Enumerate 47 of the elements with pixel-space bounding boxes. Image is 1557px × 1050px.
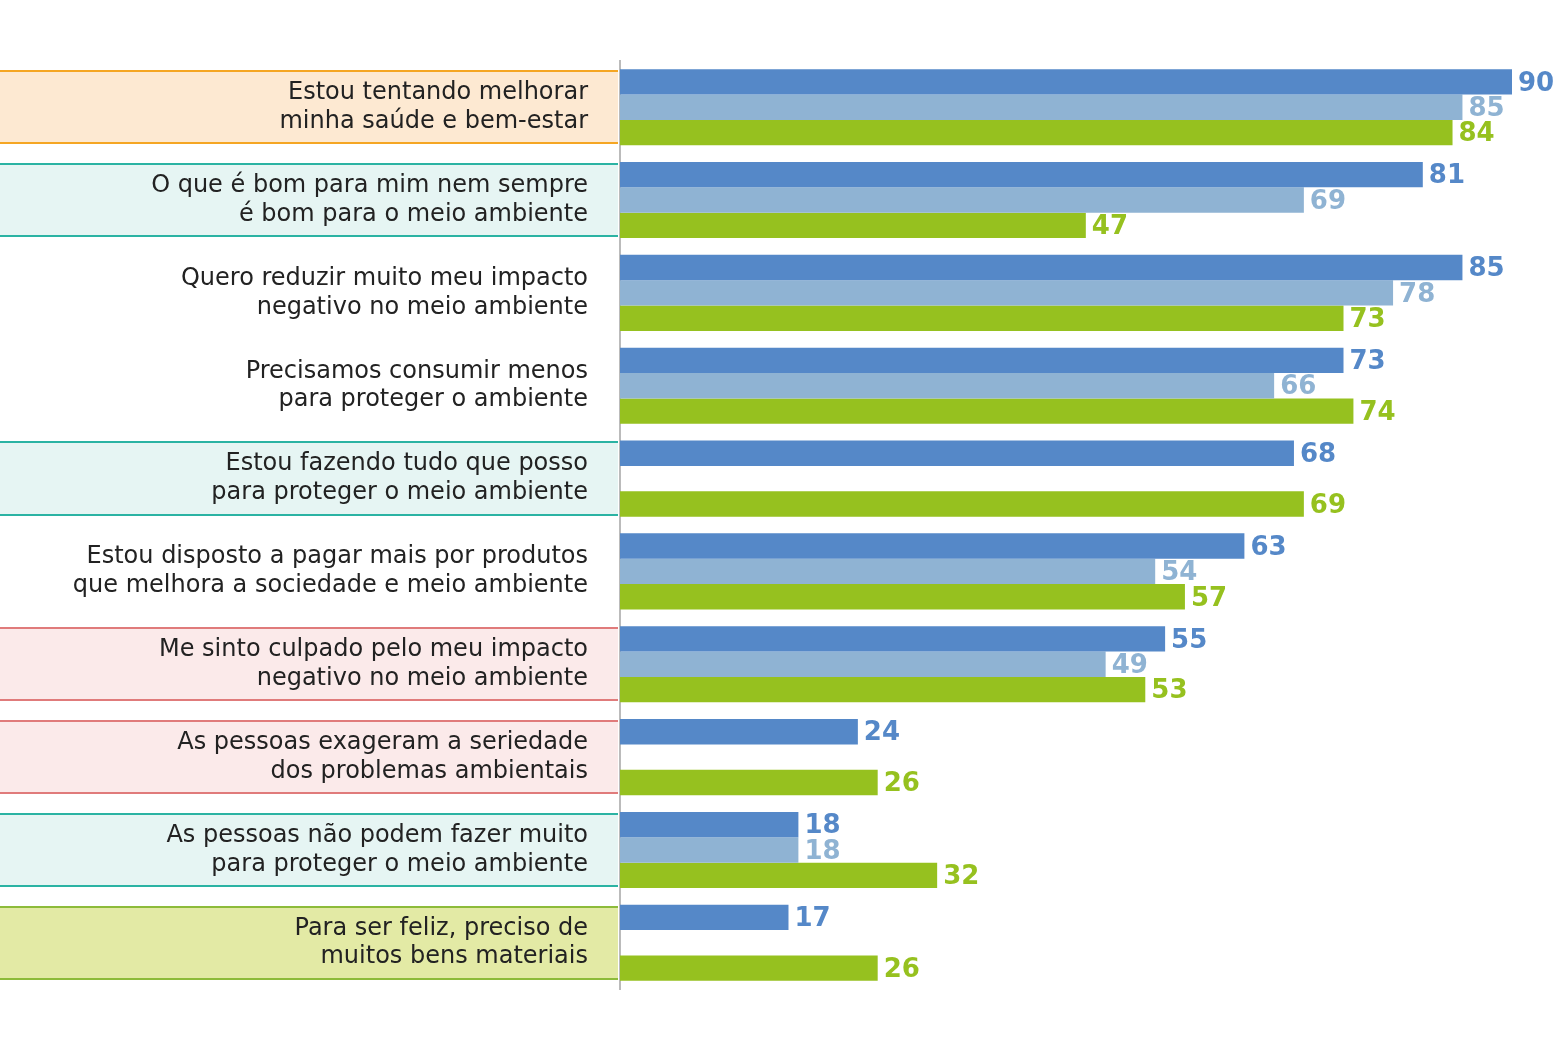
y-tick-label: As pessoas exageram a seriedade dos problemas ambientais [177, 726, 588, 784]
bar [620, 811, 799, 838]
data-label: 49 [1111, 649, 1148, 680]
y-tick-label: Estou disposto a pagar mais por produtos que melhora a sociedade e meio ambiente [72, 541, 588, 599]
bar [620, 533, 1245, 559]
y-tick-label: As pessoas não podem fazer muito para proteger o meio ambiente [166, 819, 588, 877]
bar [620, 347, 1344, 374]
y-tick-label: O que é bom para mim nem sempre é bom para o meio ambiente [151, 169, 588, 227]
bar [620, 305, 1344, 331]
bar [620, 769, 878, 796]
bar [620, 254, 1463, 281]
data-label: 17 [794, 902, 831, 933]
data-label: 32 [943, 860, 980, 891]
data-label: 68 [1299, 437, 1337, 468]
bar [620, 398, 1354, 424]
data-label: 78 [1399, 277, 1436, 308]
y-tick-label: Precisamos consumir menos para proteger o ambiente [245, 355, 588, 413]
data-label: 73 [1349, 303, 1386, 334]
data-label: 81 [1428, 159, 1465, 190]
y-tick-label: Para ser feliz, preciso de muitos bens materiais [294, 912, 588, 970]
y-tick-label: Estou fazendo tudo que posso para proteger o meio ambiente [211, 448, 588, 506]
y-tick-label: Estou tentando melhorar minha saúde e bem-estar [279, 77, 589, 134]
data-label: 53 [1151, 674, 1188, 705]
data-label: 26 [883, 767, 920, 798]
y-tick-label: Quero reduzir muito meu impacto negativo no meio ambiente [180, 262, 588, 320]
bar [620, 837, 799, 863]
data-label: 66 [1280, 370, 1317, 401]
data-label: 90 [1518, 66, 1555, 97]
bar [620, 955, 878, 981]
bar [620, 584, 1185, 610]
bar [620, 862, 938, 888]
data-label: 73 [1349, 345, 1386, 376]
bar [620, 373, 1275, 399]
bar [620, 558, 1156, 585]
data-label: 55 [1171, 623, 1208, 654]
data-label: 85 [1468, 252, 1505, 283]
data-label: 24 [863, 716, 901, 747]
bar [620, 719, 858, 745]
y-tick-label: Me sinto culpado pelo meu impacto negativo no meio ambiente [158, 634, 588, 691]
data-label: 47 [1091, 210, 1129, 241]
bar [620, 904, 789, 931]
bar [620, 280, 1394, 306]
data-label: 69 [1309, 488, 1347, 519]
data-label: 74 [1359, 395, 1396, 426]
data-label: 63 [1250, 530, 1287, 561]
data-label: 26 [883, 952, 920, 983]
data-label: 69 [1309, 184, 1347, 215]
